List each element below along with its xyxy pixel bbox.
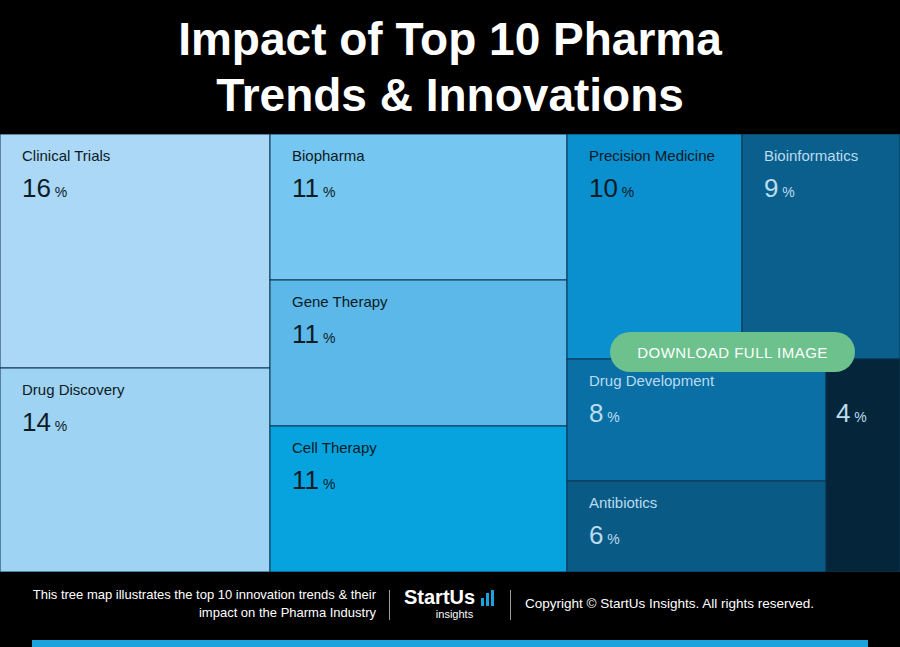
svg-text:Drug Development: Drug Development <box>589 372 715 389</box>
svg-text:14 %: 14 % <box>22 407 67 437</box>
svg-text:9 %: 9 % <box>764 173 795 203</box>
svg-text:Antibiotics: Antibiotics <box>589 494 657 511</box>
svg-text:10 %: 10 % <box>589 173 634 203</box>
svg-text:8 %: 8 % <box>589 398 620 428</box>
svg-text:11 %: 11 % <box>292 173 335 203</box>
svg-text:Drug Discovery: Drug Discovery <box>22 381 125 398</box>
svg-text:Precision Medicine: Precision Medicine <box>589 147 715 164</box>
svg-text:Biopharma: Biopharma <box>292 147 365 164</box>
svg-text:11 %: 11 % <box>292 319 335 349</box>
html-text:DOWNLOAD FULL IMAGE: DOWNLOAD FULL IMAGE <box>637 343 828 361</box>
html-text:Impact of Top 10 Pharma Trends: Impact of Top 10 Pharma Trends & Innovat… <box>178 13 722 121</box>
svg-text:6 %: 6 % <box>589 520 620 550</box>
svg-text:16 %: 16 % <box>22 173 67 203</box>
svg-text:Bioinformatics: Bioinformatics <box>764 147 858 164</box>
html-text:This tree map illustrates the: This tree map illustrates the top 10 inn… <box>32 587 376 620</box>
html-text:insights: insights <box>435 608 474 620</box>
svg-text:Clinical Trials: Clinical Trials <box>22 147 110 164</box>
svg-text:Cell Therapy: Cell Therapy <box>292 439 377 456</box>
html-text:Copyright © StartUs Insights.: Copyright © StartUs Insights. All rights… <box>525 596 815 611</box>
svg-text:11 %: 11 % <box>292 465 335 495</box>
svg-text:4 %: 4 % <box>836 398 867 428</box>
svg-text:Gene Therapy: Gene Therapy <box>292 293 388 310</box>
html-text:StartUs: StartUs <box>404 586 476 608</box>
